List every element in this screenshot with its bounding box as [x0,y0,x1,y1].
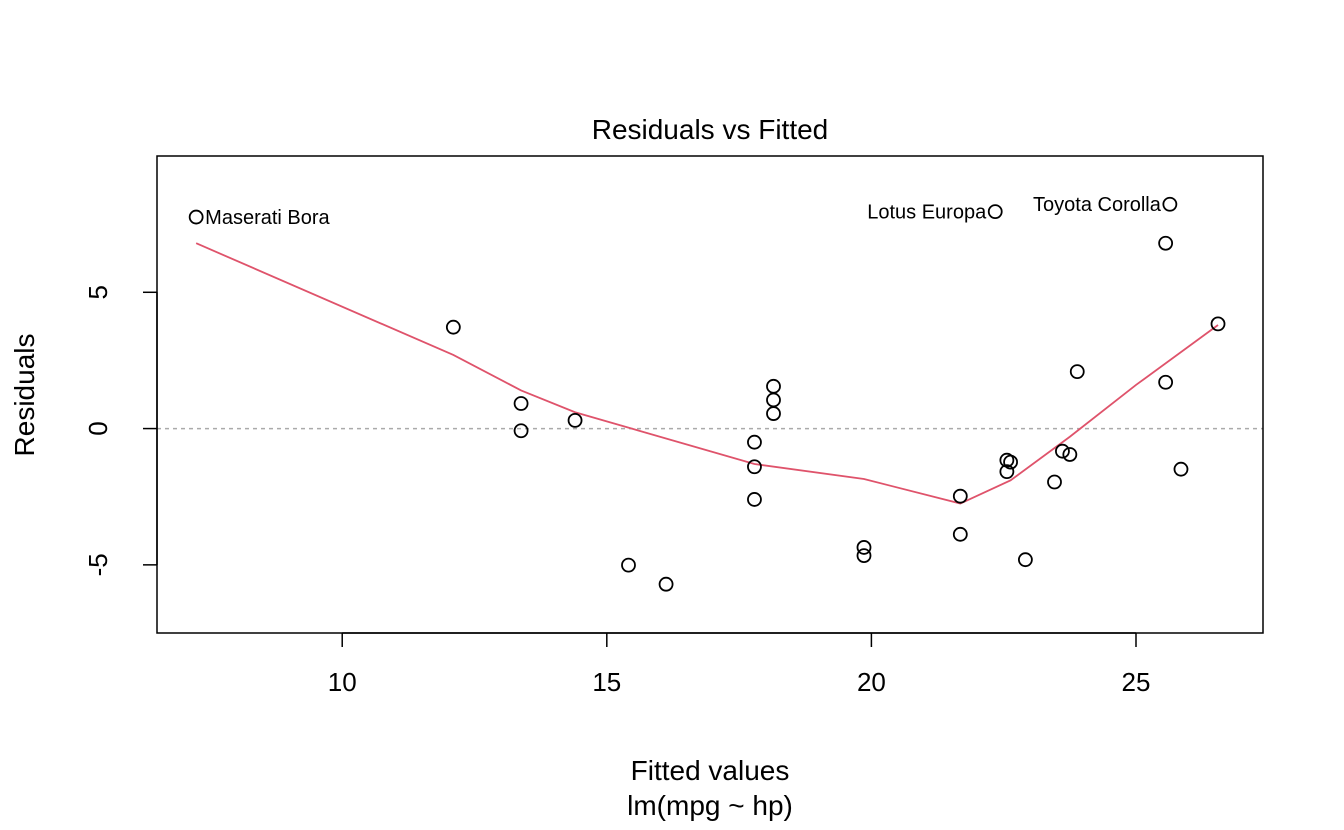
data-point [856,548,872,563]
point-label: Lotus Europa [867,202,987,224]
data-point [747,459,762,475]
data-point [513,423,529,439]
y-tick-label: 5 [83,285,113,299]
data-point [856,540,872,555]
data-point [1017,552,1033,568]
x-axis-title: Fitted values [631,755,790,786]
y-tick-label: 0 [83,421,113,435]
chart-title: Residuals vs Fitted [592,114,829,145]
x-axis: 10 15 20 25 [328,632,1151,697]
data-point [188,209,204,225]
data-point [1173,461,1189,477]
data-point [445,319,461,335]
data-point [1003,454,1018,470]
y-axis: -5 0 5 [83,285,158,576]
data-point [1069,364,1085,380]
data-point [1062,447,1078,462]
data-point [952,488,968,504]
data-point [987,204,1003,220]
data-point [1047,474,1062,490]
data-point [747,492,762,507]
data-point [621,557,636,573]
points-layer [188,196,1226,592]
point-labels-layer: Maserati Bora Lotus Europa Toyota Corolla [205,194,1162,229]
data-point [1158,235,1174,251]
data-point [658,576,674,592]
data-point [766,406,781,421]
data-point [513,396,529,411]
plot-region: Maserati Bora Lotus Europa Toyota Corolla [157,194,1263,592]
y-axis-title: Residuals [9,334,40,457]
x-tick-label: 20 [857,667,886,697]
x-tick-label: 15 [592,667,621,697]
data-point [1210,316,1226,332]
data-point [766,378,781,394]
data-point [1055,443,1070,459]
data-point [1158,374,1174,390]
data-point [747,434,762,450]
data-point [952,526,968,542]
point-label: Toyota Corolla [1033,194,1162,216]
x-axis-subtitle: lm(mpg ~ hp) [627,790,793,821]
smooth-trend-line [195,242,1219,505]
data-point [567,412,583,428]
data-point [1162,196,1178,212]
data-point [766,392,781,408]
point-label: Maserati Bora [205,207,330,229]
y-tick-label: -5 [83,553,113,576]
x-tick-label: 10 [328,667,357,697]
x-tick-label: 25 [1122,667,1151,697]
data-point [999,464,1015,480]
